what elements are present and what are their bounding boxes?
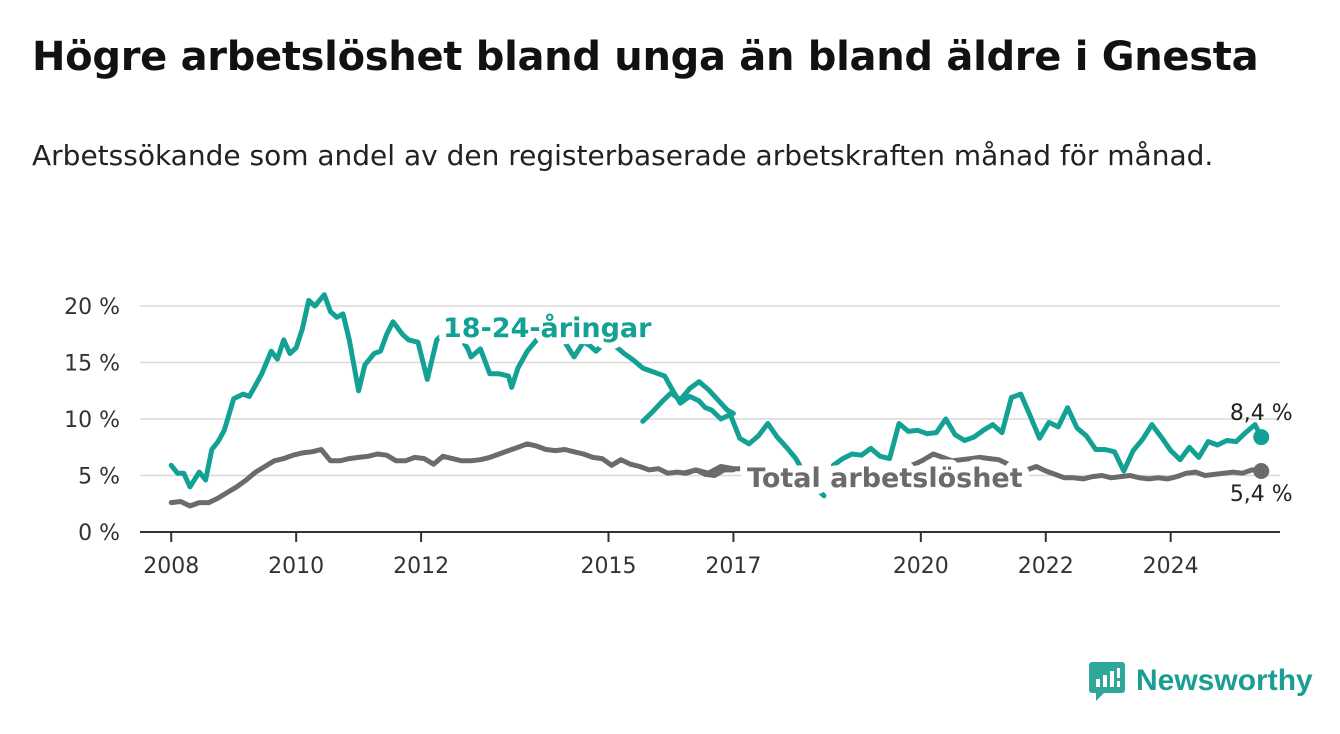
y-axis-tick-labels: 0 % 5 % 10 % 15 % 20 % [64,295,120,546]
y-tick-label: 0 % [78,521,120,546]
x-tick-label: 2024 [1143,554,1199,579]
youth-endpoint [1253,429,1270,446]
series-lines [168,292,1264,509]
y-tick-label: 5 % [78,465,120,490]
series-line [168,441,736,509]
x-tick-label: 2012 [393,554,449,579]
series-line [874,451,1264,482]
total-end-label: 5,4 % [1230,482,1293,507]
y-tick-label: 15 % [64,352,120,377]
y-tick-label: 20 % [64,295,120,320]
x-tick-label: 2022 [1018,554,1074,579]
x-tick-label: 2020 [893,554,949,579]
series-label: Total arbetslöshet [747,463,1023,494]
series-label-halo: Total arbetslöshet [747,463,1023,494]
line-chart: 0 %5 %10 %15 %20 % 2008 2010 2012 2015 2017 2… [64,292,1293,579]
series-line [727,412,827,499]
youth-end-label: 8,4 % [1230,401,1293,426]
series-line [830,391,1264,474]
series-line [640,379,736,424]
brand-name: Newsworthy [1136,664,1313,697]
y-tick-label: 10 % [64,408,120,433]
series-line [168,292,733,490]
series-label-halo: 18-24-åringar [443,312,652,344]
x-tick-label: 2008 [143,554,199,579]
chart-subtitle: Arbetssökande som andel av den registerb… [32,139,1214,172]
x-tick-label: 2010 [268,554,324,579]
total-endpoint [1253,462,1270,479]
chart-title: Högre arbetslöshet bland unga än bland ä… [32,34,1259,80]
series-line [681,464,824,478]
x-tick-label: 2017 [705,554,761,579]
x-axis-ticks: 2008 2010 2012 2015 2017 2020 2022 2024 [143,532,1199,579]
newsworthy-logo: Newsworthy [1088,660,1313,702]
x-tick-label: 2015 [580,554,636,579]
series-label: 18-24-åringar [443,312,652,344]
newsworthy-logo-icon [1089,662,1125,701]
